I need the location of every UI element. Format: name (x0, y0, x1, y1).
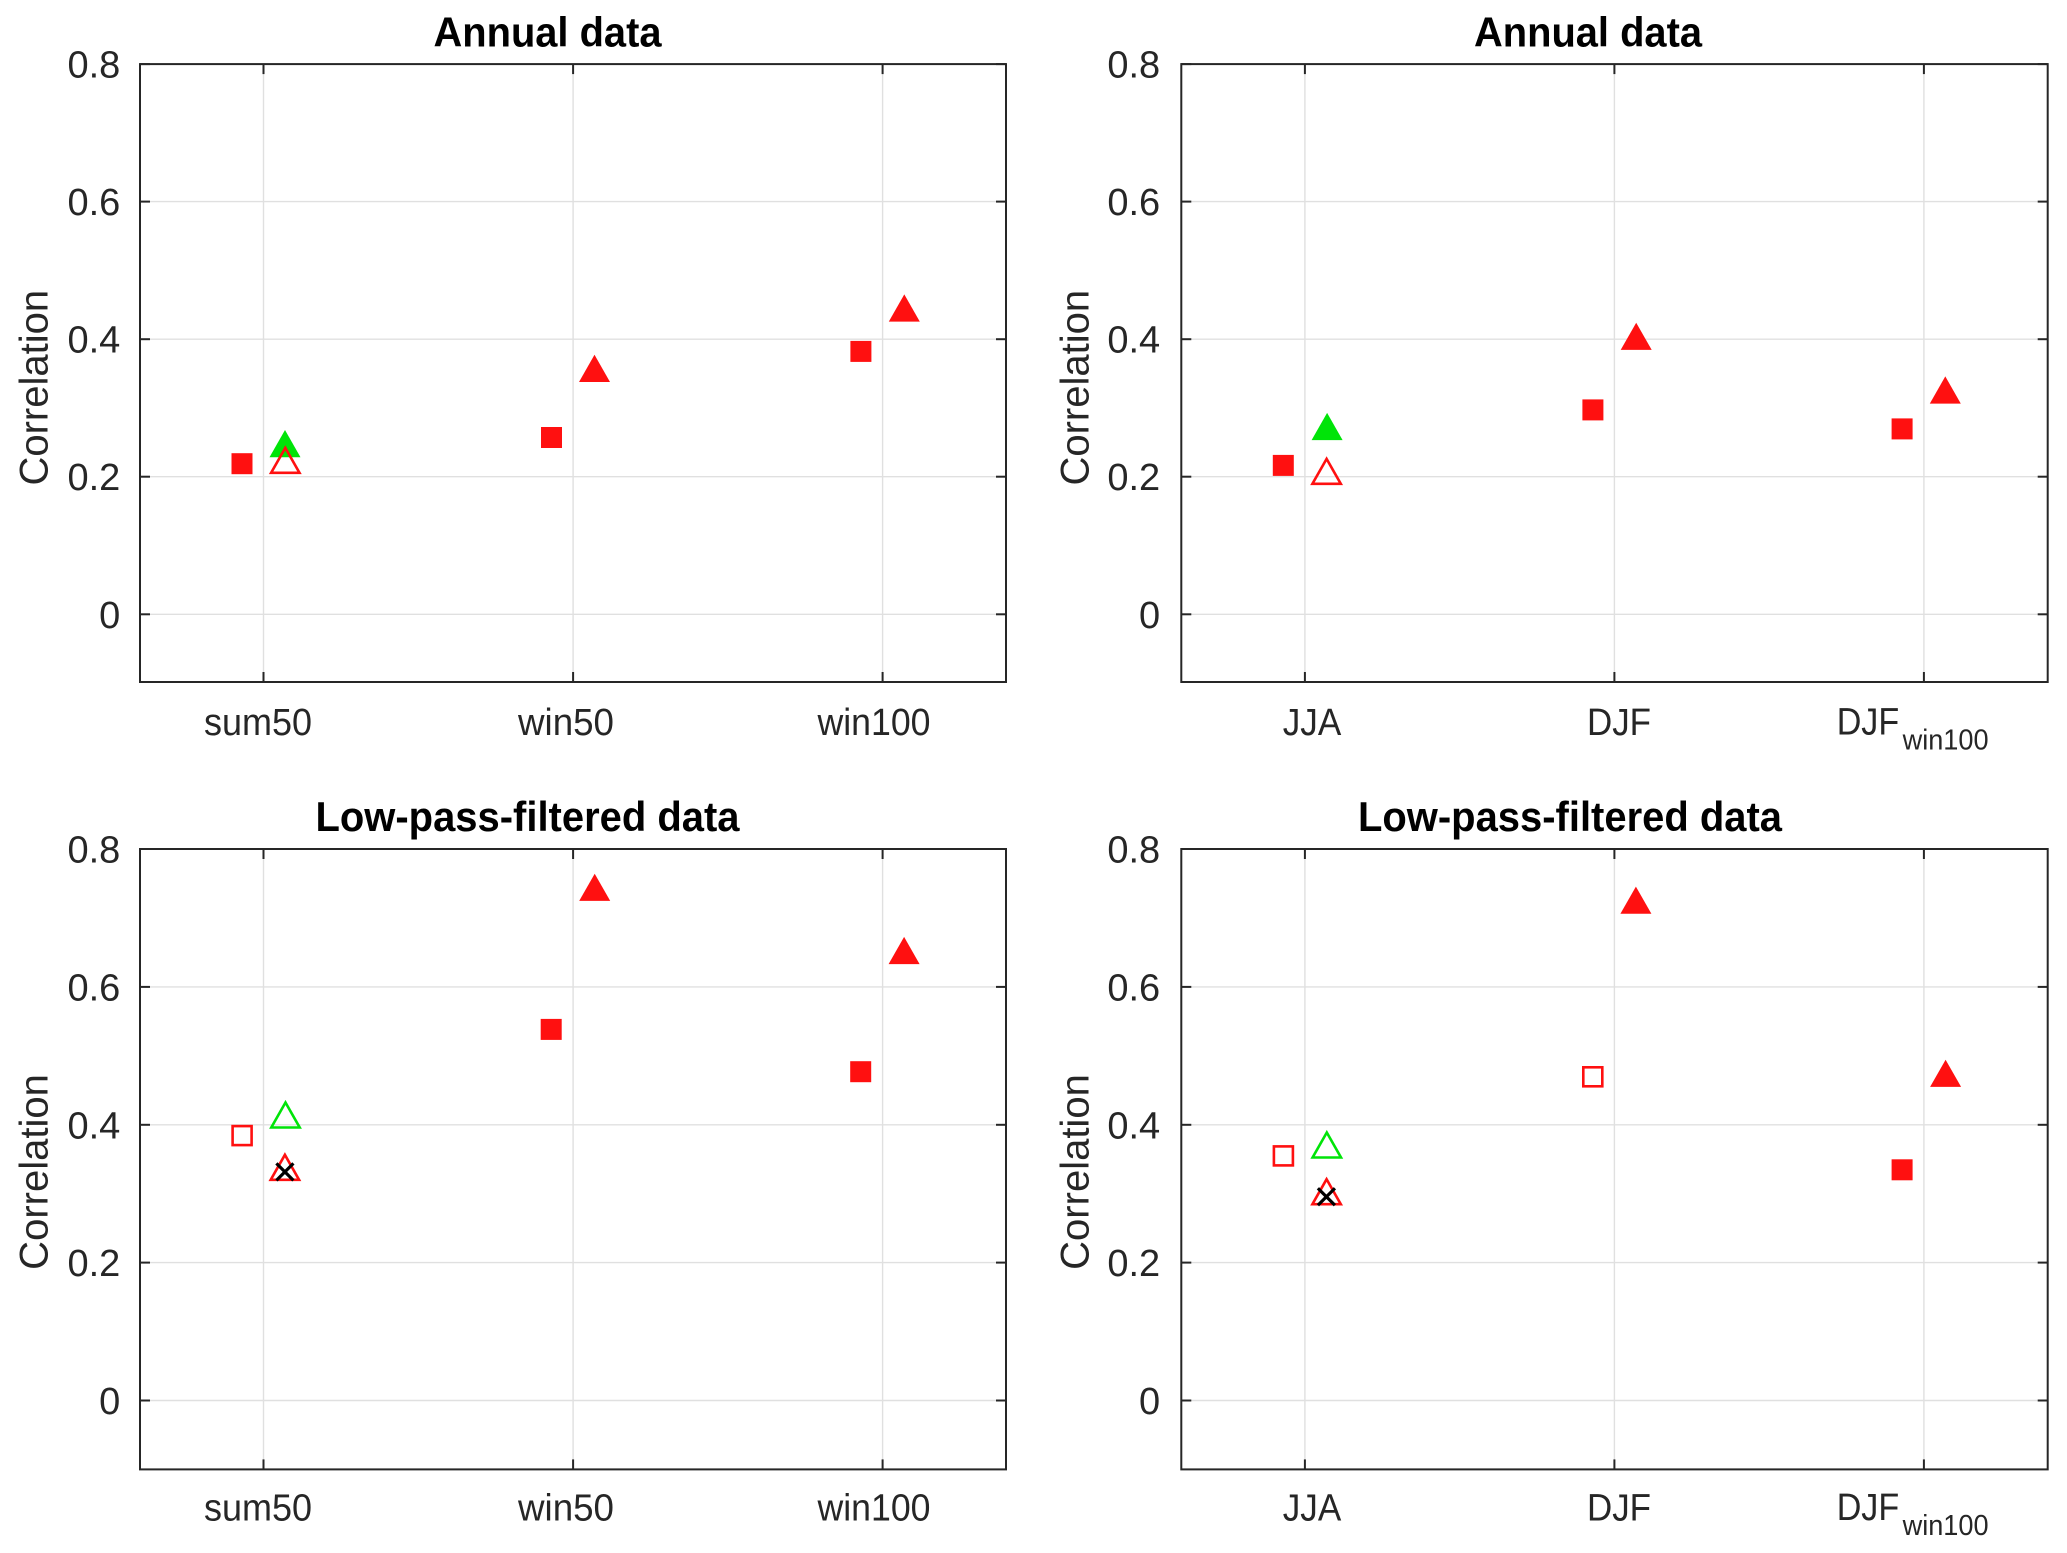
svg-text:sum50: sum50 (204, 1488, 312, 1530)
svg-text:win100: win100 (1902, 725, 1989, 757)
svg-text:0: 0 (99, 1381, 120, 1423)
svg-text:win100: win100 (817, 702, 931, 744)
svg-text:Correlation: Correlation (12, 1074, 56, 1270)
svg-text:sum50: sum50 (204, 702, 312, 744)
svg-text:0.4: 0.4 (1107, 320, 1160, 362)
svg-text:Annual data: Annual data (1474, 9, 1703, 56)
svg-text:0.2: 0.2 (67, 457, 120, 499)
svg-text:Correlation: Correlation (12, 290, 56, 486)
svg-text:Annual data: Annual data (434, 9, 663, 56)
svg-text:0.4: 0.4 (67, 320, 120, 362)
svg-text:0.8: 0.8 (1107, 830, 1160, 872)
svg-text:0.6: 0.6 (67, 182, 120, 224)
svg-text:0: 0 (1139, 1381, 1160, 1423)
svg-text:0.8: 0.8 (67, 830, 120, 872)
svg-text:0.2: 0.2 (67, 1243, 120, 1285)
svg-text:DJF: DJF (1837, 702, 1900, 744)
svg-text:0.8: 0.8 (1107, 45, 1160, 87)
svg-text:Low-pass-filtered data: Low-pass-filtered data (1358, 793, 1783, 840)
svg-text:0: 0 (99, 595, 120, 637)
svg-text:0.4: 0.4 (1107, 1105, 1160, 1147)
svg-text:DJF: DJF (1587, 1488, 1651, 1530)
svg-text:0.4: 0.4 (67, 1105, 120, 1147)
svg-text:DJF: DJF (1837, 1487, 1900, 1529)
svg-text:DJF: DJF (1587, 702, 1651, 744)
svg-text:0: 0 (1139, 595, 1160, 637)
svg-text:JJA: JJA (1283, 1488, 1342, 1530)
svg-text:JJA: JJA (1283, 702, 1342, 744)
svg-text:0.6: 0.6 (67, 967, 120, 1009)
svg-text:0.6: 0.6 (1107, 182, 1160, 224)
svg-text:0.6: 0.6 (1107, 967, 1160, 1009)
svg-text:0.2: 0.2 (1107, 1243, 1160, 1285)
svg-text:win50: win50 (517, 1488, 614, 1530)
svg-text:0.2: 0.2 (1107, 457, 1160, 499)
svg-text:Correlation: Correlation (1054, 1074, 1098, 1270)
svg-text:win50: win50 (517, 702, 614, 744)
svg-text:Correlation: Correlation (1054, 290, 1098, 486)
svg-text:win100: win100 (1902, 1510, 1989, 1542)
svg-text:Low-pass-filtered data: Low-pass-filtered data (316, 793, 741, 840)
svg-text:win100: win100 (817, 1488, 931, 1530)
svg-text:0.8: 0.8 (67, 45, 120, 87)
